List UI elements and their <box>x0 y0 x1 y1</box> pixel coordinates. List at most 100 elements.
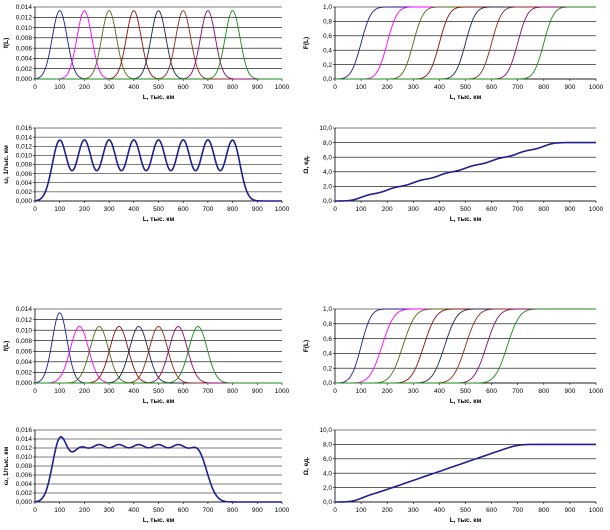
y-tick-label: 0,014 <box>16 4 33 11</box>
y-tick-label: 0,2 <box>323 365 332 372</box>
x-tick-label: 900 <box>252 388 263 395</box>
x-tick-label: 800 <box>227 507 238 514</box>
x-tick-label: 100 <box>356 206 367 213</box>
x-axis-title: L, тыс. км <box>143 94 175 101</box>
x-axis-title: L, тыс. км <box>143 517 175 524</box>
x-tick-label: 300 <box>408 507 419 514</box>
x-tick-label: 400 <box>434 206 445 213</box>
chart-2: 0,0 0,2 0,4 0,6 0,8 1,0 0 100 200 300 400 500 600 700… <box>303 4 604 101</box>
x-tick-label: 400 <box>128 84 139 91</box>
x-tick-label: 0 <box>33 388 37 395</box>
y-tick-label: 0,0 <box>323 499 332 506</box>
x-tick-label: 100 <box>356 84 367 91</box>
y-tick-label: 0,012 <box>16 317 33 324</box>
x-tick-label: 200 <box>382 84 393 91</box>
y-tick-label: 0,004 <box>16 481 33 488</box>
y-tick-label: 0,4 <box>323 47 332 54</box>
x-tick-label: 400 <box>128 206 139 213</box>
y-tick-label: 0,012 <box>16 143 33 150</box>
x-tick-label: 0 <box>333 507 337 514</box>
x-tick-label: 800 <box>227 206 238 213</box>
chart-5: 0,000 0,002 0,004 0,006 0,008 0,010 0,012 0,014… <box>3 306 290 405</box>
y-tick-label: 4,0 <box>323 470 332 477</box>
x-tick-label: 100 <box>356 507 367 514</box>
y-tick-label: 0,006 <box>16 171 33 178</box>
x-tick-label: 300 <box>408 206 419 213</box>
y-tick-label: 0,014 <box>16 306 33 313</box>
y-axis-title: F(L) <box>303 37 310 49</box>
x-tick-label: 900 <box>564 206 575 213</box>
x-axis-title: L, тыс. км <box>450 216 482 223</box>
x-tick-label: 200 <box>79 388 90 395</box>
x-tick-label: 200 <box>79 206 90 213</box>
x-tick-label: 700 <box>202 206 213 213</box>
x-tick-label: 0 <box>33 507 37 514</box>
chart-4: 0,0 2,0 4,0 6,0 8,0 10,0 0 100 200 300 400 500 600 70… <box>303 125 604 223</box>
x-axis-title: L, тыс. км <box>450 517 482 524</box>
y-axis-title: F(L) <box>303 340 310 352</box>
y-tick-label: 0,010 <box>16 153 33 160</box>
chart-6: 0,0 0,2 0,4 0,6 0,8 1,0 0 100 200 300 400 500 600 700… <box>303 306 604 405</box>
series-line-1 <box>334 141 596 202</box>
y-tick-label: 2,0 <box>323 184 332 191</box>
series-line-1 <box>335 443 596 503</box>
x-tick-label: 500 <box>460 84 471 91</box>
x-tick-label: 600 <box>486 507 497 514</box>
x-tick-label: 400 <box>434 84 445 91</box>
x-tick-label: 500 <box>153 507 164 514</box>
x-tick-label: 900 <box>564 84 575 91</box>
x-tick-label: 1000 <box>275 507 290 514</box>
series-line-6 <box>335 308 596 384</box>
y-tick-label: 0,002 <box>16 370 33 377</box>
x-tick-label: 200 <box>79 84 90 91</box>
chart-8: 0,0 2,0 4,0 6,0 8,0 10,0 0 100 200 300 400 500 600 70… <box>303 427 604 524</box>
y-tick-label: 0,000 <box>16 198 33 205</box>
y-tick-label: 0,6 <box>323 336 332 343</box>
x-tick-label: 1000 <box>275 388 290 395</box>
x-tick-label: 600 <box>486 388 497 395</box>
y-tick-label: 0,012 <box>16 445 33 452</box>
y-tick-label: 0,008 <box>16 35 33 42</box>
y-tick-label: 0,006 <box>16 45 33 52</box>
x-tick-label: 900 <box>252 507 263 514</box>
series-line-6 <box>35 325 282 384</box>
y-tick-label: 10,0 <box>319 125 332 132</box>
x-tick-label: 100 <box>54 388 65 395</box>
x-tick-label: 700 <box>202 84 213 91</box>
x-tick-label: 100 <box>54 507 65 514</box>
x-tick-label: 700 <box>512 507 523 514</box>
x-tick-label: 600 <box>486 206 497 213</box>
x-tick-label: 700 <box>512 388 523 395</box>
series-line-8 <box>335 308 596 384</box>
x-tick-label: 500 <box>460 507 471 514</box>
chart-1: 0,000 0,002 0,004 0,006 0,008 0,010 0,012 0,014… <box>3 4 290 101</box>
x-tick-label: 900 <box>252 206 263 213</box>
y-tick-label: 0,2 <box>323 62 332 69</box>
series-line-1 <box>34 436 282 503</box>
y-tick-label: 0,010 <box>16 327 33 334</box>
y-tick-label: 0,0 <box>323 76 332 83</box>
y-tick-label: 0,008 <box>16 338 33 345</box>
y-tick-label: 0,000 <box>16 499 33 506</box>
y-axis-title: Ω, ед. <box>303 155 310 174</box>
x-tick-label: 400 <box>128 507 139 514</box>
series-line-8 <box>35 10 282 80</box>
y-tick-label: 0,006 <box>16 472 33 479</box>
x-tick-label: 100 <box>54 84 65 91</box>
x-tick-label: 300 <box>104 84 115 91</box>
y-tick-label: 0,8 <box>323 19 332 26</box>
y-tick-label: 1,0 <box>323 4 332 11</box>
series-line-1 <box>34 139 282 202</box>
x-tick-label: 1000 <box>589 206 604 213</box>
y-tick-label: 0,8 <box>323 321 332 328</box>
x-tick-label: 200 <box>382 388 393 395</box>
x-tick-label: 1000 <box>589 388 604 395</box>
series-line-4 <box>35 325 282 384</box>
x-tick-label: 1000 <box>589 84 604 91</box>
x-tick-label: 700 <box>512 84 523 91</box>
x-tick-label: 400 <box>434 388 445 395</box>
x-axis-title: L, тыс. км <box>143 216 175 223</box>
series-line-5 <box>35 325 282 384</box>
y-tick-label: 0,002 <box>16 66 33 73</box>
y-tick-label: 8,0 <box>323 140 332 147</box>
